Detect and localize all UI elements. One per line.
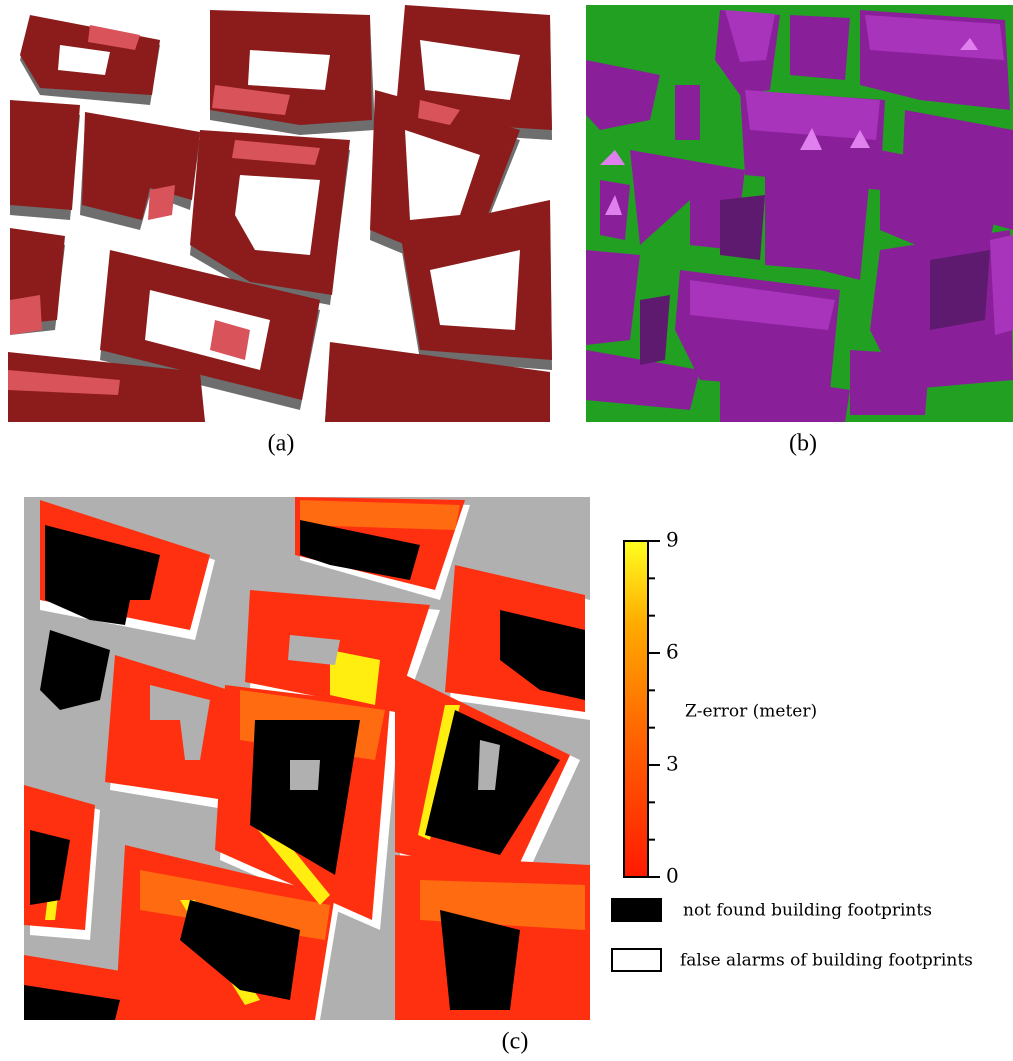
legend-swatch-false-alarm	[611, 948, 662, 972]
colorbar-tick-label: 3	[666, 752, 679, 776]
colorbar-label: Z-error (meter)	[685, 702, 817, 722]
legend-label: not found building footprints	[683, 901, 932, 921]
panel-a-caption: (a)	[268, 431, 295, 457]
panel-c-image	[24, 497, 590, 1020]
panel-b-image	[586, 5, 1013, 422]
colorbar-tick-label: 6	[666, 640, 679, 664]
legend-swatch-not-found	[611, 898, 662, 922]
panel-a-image	[8, 5, 555, 422]
legend-label: false alarms of building footprints	[680, 951, 973, 971]
colorbar-tick-label: 0	[666, 864, 679, 888]
colorbar-tick-label: 9	[666, 528, 679, 552]
panel-b-caption: (b)	[789, 431, 817, 457]
colorbar	[623, 540, 649, 878]
panel-c-caption: (c)	[502, 1029, 529, 1055]
